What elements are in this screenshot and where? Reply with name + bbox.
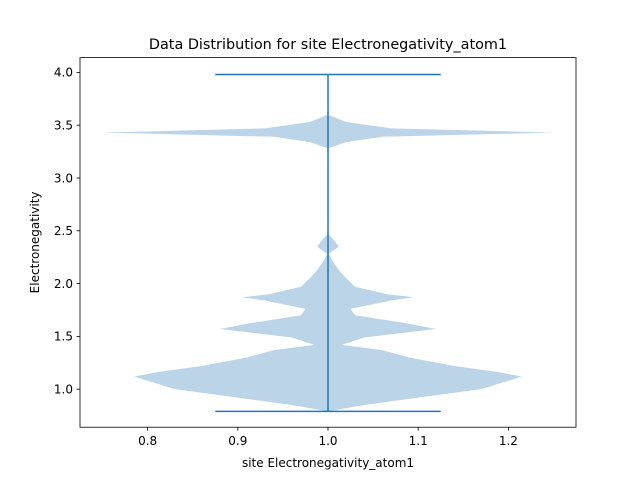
x-axis-ticks: 0.8 0.9 1.0 1.1 1.2 [138, 427, 518, 448]
plot-area [102, 73, 554, 413]
x-axis-label: site Electronegativity_atom1 [242, 456, 414, 470]
x-tick-label: 1.2 [499, 434, 518, 448]
chart-title: Data Distribution for site Electronegati… [149, 37, 507, 53]
y-axis-ticks: 1.0 1.5 2.0 2.5 3.0 3.5 4.0 [54, 66, 80, 396]
y-tick-label: 2.0 [54, 277, 73, 291]
x-tick-label: 1.1 [409, 434, 428, 448]
x-tick-label: 0.9 [228, 434, 247, 448]
y-tick-label: 2.5 [54, 224, 73, 238]
y-tick-label: 4.0 [54, 66, 73, 80]
x-tick-label: 0.8 [138, 434, 157, 448]
y-tick-label: 1.0 [54, 382, 73, 396]
y-tick-label: 3.5 [54, 118, 73, 132]
y-tick-label: 1.5 [54, 330, 73, 344]
y-tick-label: 3.0 [54, 171, 73, 185]
x-tick-label: 1.0 [318, 434, 337, 448]
y-axis-label: Electronegativity [28, 191, 42, 293]
